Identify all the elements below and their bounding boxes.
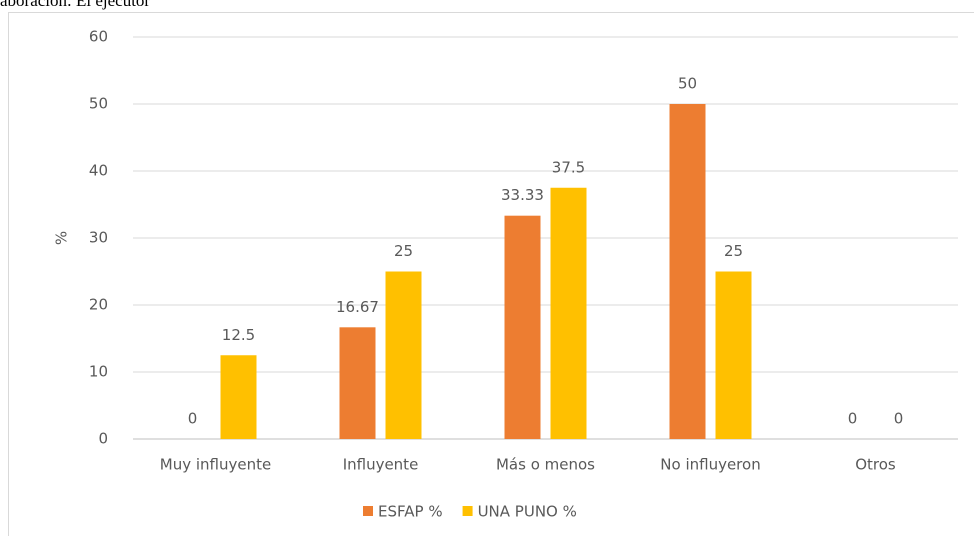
- bar: [716, 272, 752, 440]
- data-label: 0: [848, 410, 858, 428]
- bar: [221, 355, 257, 439]
- y-axis-label: %: [53, 231, 71, 245]
- x-tick-label: Influyente: [343, 456, 419, 474]
- bar: [505, 216, 541, 439]
- y-tick-label: 40: [89, 162, 108, 180]
- x-tick-label: Más o menos: [496, 456, 595, 474]
- data-label: 25: [724, 242, 743, 260]
- data-label: 33.33: [501, 186, 544, 204]
- y-tick-label: 60: [89, 28, 108, 46]
- legend-label: UNA PUNO %: [478, 503, 577, 521]
- x-tick-label: No influyeron: [660, 456, 760, 474]
- caption: aboración: El ejecutor: [0, 0, 150, 10]
- chart-border: [9, 13, 974, 537]
- legend-label: ESFAP %: [378, 503, 443, 521]
- bar: [670, 104, 706, 439]
- y-tick-label: 0: [98, 430, 108, 448]
- data-label: 0: [894, 410, 904, 428]
- y-tick-label: 20: [89, 296, 108, 314]
- legend-swatch: [463, 506, 473, 516]
- x-tick-label: Otros: [855, 456, 896, 474]
- data-label: 50: [678, 75, 697, 93]
- bar: [340, 327, 376, 439]
- data-label: 0: [188, 410, 198, 428]
- y-tick-label: 10: [89, 363, 108, 381]
- x-tick-label: Muy influyente: [160, 456, 271, 474]
- bar: [386, 272, 422, 440]
- data-label: 12.5: [222, 326, 255, 344]
- y-tick-label: 50: [89, 95, 108, 113]
- y-tick-label: 30: [89, 229, 108, 247]
- data-label: 37.5: [552, 158, 585, 176]
- legend-swatch: [363, 506, 373, 516]
- bar: [551, 188, 587, 439]
- data-label: 16.67: [336, 298, 379, 316]
- data-label: 25: [394, 242, 413, 260]
